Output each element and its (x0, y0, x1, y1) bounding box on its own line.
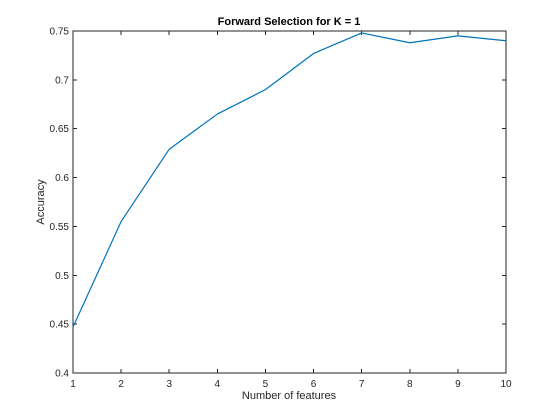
plot-area (72, 30, 507, 374)
y-tick-label: 0.6 (55, 173, 69, 184)
y-axis: 0.4 0.45 0.5 0.55 0.6 0.65 0.7 0.75 (50, 27, 506, 380)
series-line (72, 32, 507, 328)
x-tick-label: 4 (215, 379, 221, 390)
y-tick-label: 0.7 (55, 75, 69, 86)
y-axis-label: Accuracy (35, 179, 47, 225)
y-tick-label: 0.55 (50, 222, 70, 233)
chart-title: Forward Selection for K = 1 (218, 16, 361, 28)
y-tick-label: 0.75 (50, 27, 70, 38)
y-tick-label: 0.65 (50, 124, 70, 135)
x-tick-label: 9 (455, 379, 461, 390)
x-axis: 1 2 3 4 5 6 7 8 9 10 (70, 31, 512, 390)
x-tick-label: 1 (70, 379, 76, 390)
x-tick-label: 6 (311, 379, 317, 390)
y-tick-label: 0.4 (55, 369, 69, 380)
y-tick-label: 0.5 (55, 271, 69, 282)
x-tick-label: 5 (263, 379, 269, 390)
x-tick-label: 7 (359, 379, 365, 390)
x-tick-label: 8 (407, 379, 413, 390)
x-tick-label: 3 (166, 379, 172, 390)
x-tick-label: 2 (118, 379, 124, 390)
y-tick-label: 0.45 (50, 320, 70, 331)
x-axis-label: Number of features (242, 390, 337, 402)
x-tick-label: 10 (500, 379, 512, 390)
series-layer (72, 32, 507, 328)
